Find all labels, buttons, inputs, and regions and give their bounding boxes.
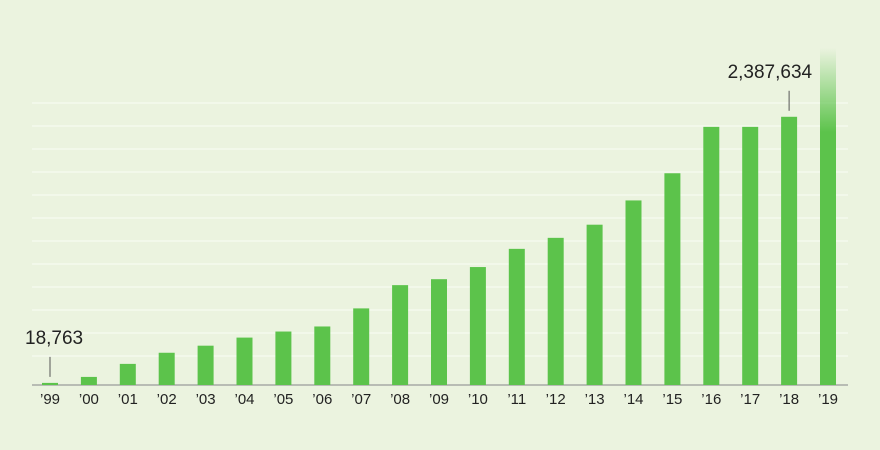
x-tick-label: ’18 xyxy=(779,391,799,408)
bar xyxy=(80,376,97,385)
x-tick-label: ’06 xyxy=(312,391,332,408)
x-tick-label: ’03 xyxy=(196,391,216,408)
bar xyxy=(158,352,175,385)
bar xyxy=(664,173,681,385)
x-tick-label: ’17 xyxy=(740,391,760,408)
bar xyxy=(742,126,759,385)
bar xyxy=(469,267,486,385)
x-tick-label: ’12 xyxy=(546,391,566,408)
x-tick-label: ’13 xyxy=(585,391,605,408)
x-tick-label: ’07 xyxy=(351,391,371,408)
x-tick-label: ’15 xyxy=(662,391,682,408)
bar xyxy=(781,116,798,385)
bar xyxy=(703,126,720,385)
bar xyxy=(820,48,836,385)
x-tick-label: ’04 xyxy=(234,391,254,408)
bar xyxy=(625,200,642,385)
x-tick-label: ’00 xyxy=(79,391,99,408)
value-label: 2,387,634 xyxy=(728,62,813,83)
bar xyxy=(119,363,136,385)
bar xyxy=(547,237,564,385)
value-label: 18,763 xyxy=(25,328,83,349)
x-tick-label: ’10 xyxy=(468,391,488,408)
x-tick-label: ’01 xyxy=(118,391,138,408)
bar xyxy=(275,331,292,385)
bar xyxy=(392,285,409,385)
bar xyxy=(586,224,603,385)
bar xyxy=(508,248,525,385)
bar xyxy=(431,279,447,385)
bar xyxy=(197,345,214,385)
bar xyxy=(314,326,331,385)
x-tick-label: ’99 xyxy=(40,391,60,408)
x-tick-label: ’08 xyxy=(390,391,410,408)
x-tick-label: ’16 xyxy=(701,391,721,408)
x-tick-label: ’02 xyxy=(157,391,177,408)
x-tick-label: ’14 xyxy=(623,391,643,408)
x-tick-label: ’09 xyxy=(429,391,449,408)
x-tick-label: ’05 xyxy=(273,391,293,408)
bar xyxy=(42,382,58,385)
bar xyxy=(236,337,253,385)
x-tick-label: ’19 xyxy=(818,391,838,408)
bar xyxy=(353,308,370,385)
x-tick-label: ’11 xyxy=(507,391,526,408)
